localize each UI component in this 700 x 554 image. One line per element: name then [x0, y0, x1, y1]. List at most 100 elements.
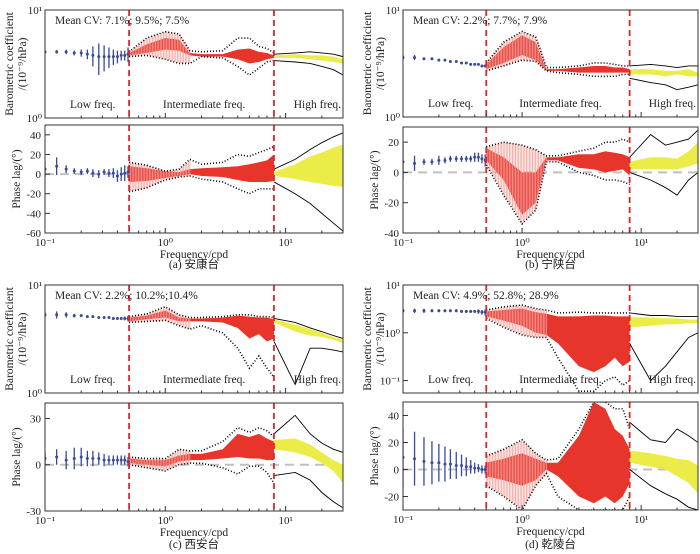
low-freq-point — [107, 316, 111, 320]
axes-frame — [402, 284, 699, 394]
y-tick-label: -30 — [26, 506, 41, 518]
low-freq-point — [430, 309, 434, 313]
low-freq-point — [102, 55, 106, 59]
low-freq-point — [483, 310, 487, 314]
x-axis-label: Frequency/cpd — [516, 249, 585, 261]
low-freq-point — [123, 53, 127, 57]
high-freq-band — [629, 142, 698, 170]
low-freq-point — [430, 57, 434, 61]
amp-ylabel: Barometric coefficient — [362, 286, 374, 390]
amp-ylabel-unit: /(10⁻⁹/hPa) — [375, 37, 387, 90]
panel-c: 10⁰ 10¹ Low freq. Intermediate freq. High fr… — [4, 280, 344, 551]
x-tick-label: 10¹ — [278, 237, 292, 249]
high-freq-band — [629, 69, 698, 77]
axes-frame — [44, 284, 344, 394]
mean-cv-annotation: Mean CV: 7.1%; 9.5%; 7.5% — [55, 15, 190, 27]
intermediate-band — [129, 433, 274, 467]
y-tick-label: 10⁰ — [27, 388, 43, 400]
low-freq-point — [91, 315, 95, 319]
low-freq-point — [437, 309, 441, 313]
low-freq-point — [448, 309, 452, 313]
amplitude-plot: 10⁰ 10¹ Low freq. Intermediate freq. High fr… — [362, 5, 699, 124]
low-freq-point — [85, 457, 89, 461]
low-freq-point — [460, 157, 464, 161]
low-freq-point — [123, 458, 127, 462]
y-tick-label: 10¹ — [28, 280, 42, 292]
low-freq-point — [464, 157, 468, 161]
high-freq-envelope-upper — [273, 414, 343, 453]
x-tick-label: 10⁰ — [158, 515, 174, 527]
low-freq-point — [126, 460, 130, 464]
low-freq-point — [460, 309, 464, 313]
y-tick-label: -40 — [26, 208, 41, 220]
low-freq-point — [464, 61, 468, 65]
low-freq-point — [79, 170, 83, 174]
low-freq-point — [464, 465, 468, 469]
low-freq-point — [437, 461, 441, 465]
low-freq-point — [111, 171, 115, 175]
axes-frame — [44, 9, 344, 119]
low-freq-point — [413, 309, 417, 313]
axes-frame — [402, 126, 699, 234]
low-freq-point — [443, 158, 447, 162]
high-freq-label: High freq. — [649, 98, 696, 110]
y-tick-label: 10⁰ — [385, 328, 401, 340]
low-freq-point — [454, 157, 458, 161]
low-freq-point — [85, 52, 89, 56]
high-freq-envelope-upper — [629, 312, 698, 317]
intermediate-envelope-upper — [485, 30, 630, 69]
low-freq-point — [97, 316, 101, 320]
low-freq-point — [72, 51, 76, 55]
low-freq-label: Low freq. — [428, 374, 473, 386]
phase-ylabel: Phase lag/(°) — [11, 149, 23, 208]
panel-caption: (c) 西安台 — [169, 537, 219, 551]
low-freq-point — [85, 169, 89, 173]
amp-ylabel: Barometric coefficient — [362, 11, 374, 115]
high-freq-envelope-upper — [629, 421, 698, 443]
low-freq-point — [119, 53, 123, 57]
low-freq-point — [454, 309, 458, 313]
low-freq-point — [79, 455, 83, 459]
low-freq-point — [111, 55, 115, 59]
intermediate-envelope-lower — [129, 54, 275, 77]
intermediate-envelope-lower — [485, 472, 631, 510]
low-freq-point — [126, 170, 130, 174]
y-tick-label: -60 — [26, 228, 41, 240]
low-freq-point — [102, 458, 106, 462]
x-tick-label: 10⁻¹ — [393, 514, 413, 526]
low-freq-point — [473, 155, 477, 159]
x-axis-label: Frequency/cpd — [516, 526, 585, 538]
low-freq-point — [64, 50, 68, 54]
plot-area — [45, 414, 343, 509]
low-freq-point — [72, 314, 76, 318]
low-freq-point — [476, 466, 480, 470]
low-freq-point — [119, 172, 123, 176]
intermediate-envelope-upper — [129, 426, 275, 460]
high-freq-envelope-lower — [273, 341, 343, 386]
high-freq-envelope-lower — [629, 172, 698, 196]
panel-caption: (a) 安康台 — [169, 257, 219, 271]
low-freq-point — [480, 64, 484, 68]
high-freq-envelope-upper — [629, 129, 698, 158]
amp-ylabel: Barometric coefficient — [4, 286, 16, 390]
low-freq-point — [480, 310, 484, 314]
high-freq-envelope-lower — [629, 469, 698, 510]
low-freq-point — [469, 62, 473, 66]
low-freq-point — [64, 458, 68, 462]
phase-ylabel: Phase lag/(°) — [11, 427, 23, 486]
low-freq-point — [430, 461, 434, 465]
high-freq-envelope-upper — [273, 132, 343, 170]
panel-a: 10⁰ 10¹ Low freq. Intermediate freq. High fr… — [4, 5, 344, 271]
y-tick-label: 20 — [388, 137, 400, 149]
high-freq-envelope-lower — [273, 471, 343, 509]
y-tick-label: 0 — [394, 465, 400, 477]
low-freq-point — [454, 60, 458, 64]
y-tick-label: 30 — [30, 413, 42, 425]
intermediate-band — [129, 310, 274, 342]
intermediate-envelope-upper — [486, 138, 630, 157]
panel-caption: (d) 乾陵台 — [525, 537, 576, 551]
low-freq-point — [448, 157, 452, 161]
low-freq-point — [422, 459, 426, 463]
low-freq-point — [123, 171, 127, 175]
